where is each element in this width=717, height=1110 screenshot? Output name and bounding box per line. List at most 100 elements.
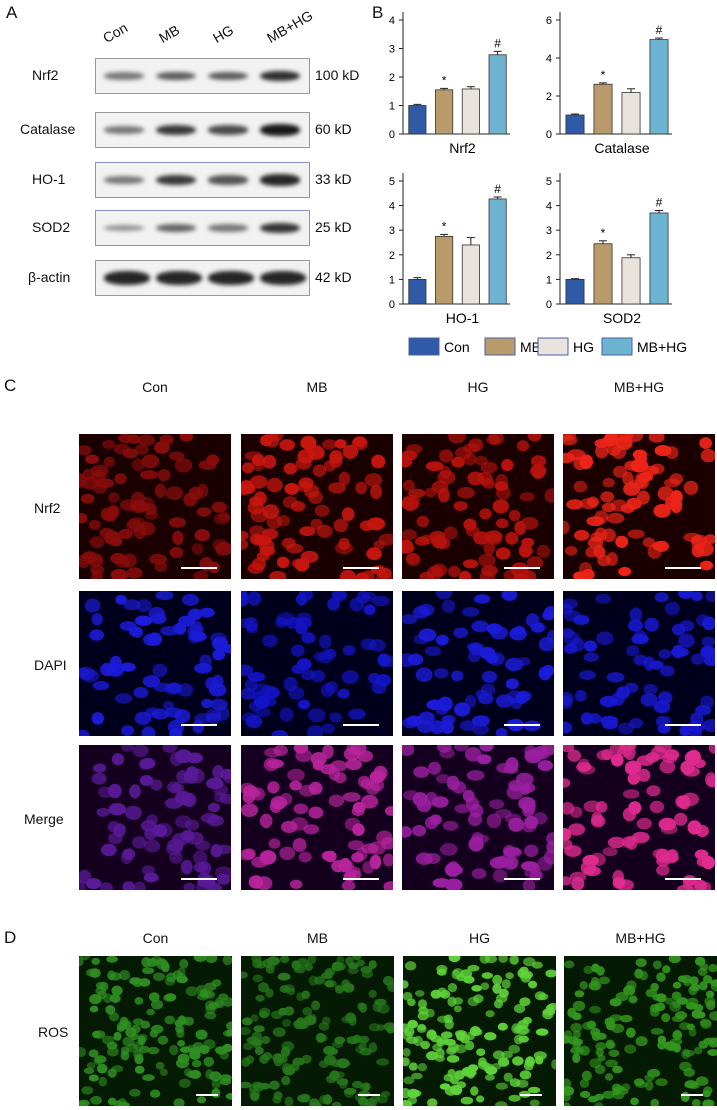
cell-nucleus — [407, 1088, 420, 1099]
cell-nucleus — [185, 831, 204, 845]
cell-nucleus — [484, 1032, 497, 1041]
cell-nucleus — [269, 571, 287, 579]
cell-nucleus — [133, 881, 146, 890]
cell-nucleus — [86, 1062, 96, 1069]
cell-nucleus — [582, 854, 599, 866]
cell-nucleus — [244, 451, 263, 461]
column-label: MB+HG — [615, 930, 666, 946]
cell-nucleus — [584, 640, 597, 652]
cell-nucleus — [702, 1099, 715, 1106]
cell-nucleus — [254, 695, 270, 709]
cell-nucleus — [289, 879, 303, 889]
cell-nucleus — [154, 483, 167, 498]
cell-nucleus — [606, 512, 625, 524]
cell-nucleus — [256, 551, 270, 562]
cell-nucleus — [265, 434, 284, 442]
cell-nucleus — [102, 1035, 115, 1045]
cell-nucleus — [183, 882, 196, 890]
cell-nucleus — [596, 631, 614, 645]
cell-nucleus — [579, 670, 596, 680]
cell-nucleus — [196, 507, 212, 517]
cell-nucleus — [480, 683, 496, 696]
chart-legend: Con MB HG MB+HG — [408, 337, 687, 356]
cell-nucleus — [467, 642, 484, 652]
cell-nucleus — [345, 1012, 356, 1023]
cell-nucleus — [467, 471, 484, 486]
cell-nucleus — [589, 1005, 601, 1014]
cell-nucleus — [460, 1096, 474, 1105]
cell-nucleus — [412, 792, 428, 807]
cell-nucleus — [430, 720, 445, 735]
protein-band — [104, 224, 144, 232]
cell-nucleus — [417, 1063, 428, 1072]
cell-nucleus — [344, 1089, 355, 1098]
cell-nucleus — [376, 830, 393, 845]
cell-nucleus — [703, 655, 715, 667]
cell-nucleus — [79, 1099, 90, 1106]
micrograph-merge — [79, 745, 231, 890]
cell-nucleus — [120, 553, 137, 568]
cell-nucleus — [169, 727, 183, 736]
bar — [435, 89, 454, 135]
cell-nucleus — [103, 456, 115, 468]
cell-nucleus — [403, 1057, 410, 1067]
cell-nucleus — [683, 532, 702, 542]
cell-nucleus — [505, 657, 524, 672]
cell-nucleus — [282, 984, 295, 993]
cell-nucleus — [467, 996, 479, 1007]
cell-nucleus — [628, 995, 638, 1004]
cell-nucleus — [369, 1095, 381, 1103]
cell-nucleus — [308, 975, 319, 986]
cell-nucleus — [528, 1086, 541, 1094]
cell-nucleus — [525, 1056, 535, 1067]
cell-nucleus — [341, 670, 359, 684]
cell-nucleus — [261, 1035, 271, 1045]
cell-nucleus — [151, 1024, 164, 1034]
cell-nucleus — [160, 434, 175, 446]
cell-nucleus — [464, 694, 477, 708]
cell-nucleus — [664, 997, 674, 1005]
cell-nucleus — [686, 997, 699, 1006]
cell-nucleus — [121, 725, 134, 736]
cell-nucleus — [699, 881, 712, 890]
cell-nucleus — [289, 780, 302, 791]
cell-nucleus — [705, 591, 715, 603]
cell-nucleus — [447, 996, 457, 1007]
cell-nucleus — [447, 878, 460, 890]
blot-size-label: 25 kD — [315, 219, 352, 235]
micrograph-cells — [403, 956, 556, 1106]
cell-nucleus — [141, 454, 160, 469]
cell-nucleus — [361, 570, 375, 579]
cell-nucleus — [331, 591, 347, 602]
cell-nucleus — [650, 1028, 664, 1035]
cell-nucleus — [273, 745, 288, 757]
micrograph-dapi — [241, 591, 393, 736]
cell-nucleus — [403, 980, 409, 989]
cell-nucleus — [402, 495, 421, 505]
cell-nucleus — [91, 1030, 101, 1039]
cell-nucleus — [254, 1046, 264, 1055]
bar — [593, 243, 613, 305]
cell-nucleus — [407, 1019, 418, 1029]
scale-bar — [504, 878, 540, 880]
cell-nucleus — [194, 529, 210, 542]
cell-nucleus — [476, 1095, 485, 1103]
cell-nucleus — [282, 1019, 292, 1027]
cell-nucleus — [548, 1002, 556, 1011]
micrograph-cells — [241, 591, 393, 736]
cell-nucleus — [408, 1062, 418, 1071]
cell-nucleus — [164, 797, 183, 809]
cell-nucleus — [701, 636, 715, 647]
cell-nucleus — [594, 547, 606, 558]
cell-nucleus — [602, 1090, 615, 1099]
cell-nucleus — [655, 848, 669, 863]
cell-nucleus — [169, 517, 186, 528]
cell-nucleus — [293, 966, 306, 974]
cell-nucleus — [579, 498, 598, 510]
cell-nucleus — [108, 803, 127, 816]
cell-nucleus — [402, 745, 415, 756]
micrograph-cells — [241, 745, 393, 890]
cell-nucleus — [501, 979, 511, 989]
cell-nucleus — [96, 478, 115, 489]
cell-nucleus — [456, 1081, 467, 1089]
